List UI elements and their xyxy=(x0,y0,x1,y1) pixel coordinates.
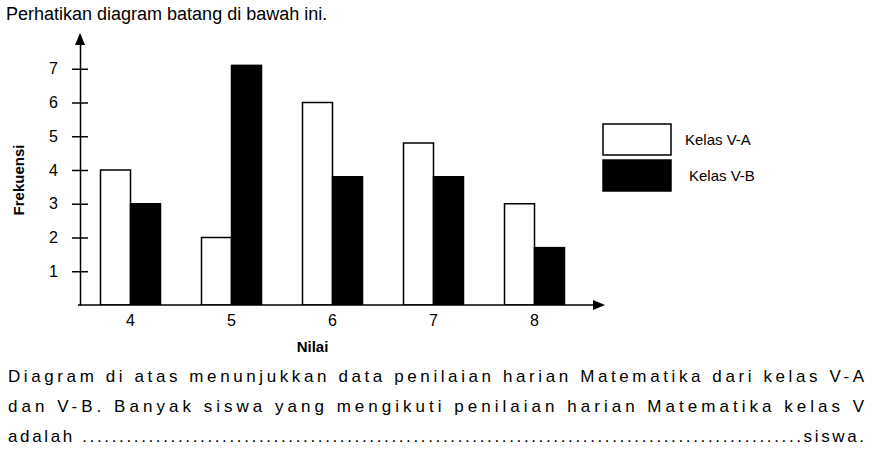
y-tick-label: 6 xyxy=(49,94,58,111)
y-tick: 5 xyxy=(49,128,88,145)
y-tick-mark xyxy=(72,271,88,273)
x-tick-label: 4 xyxy=(126,312,135,329)
bar xyxy=(303,103,333,306)
legend-label: Kelas V-B xyxy=(689,167,755,184)
x-tick-label: 8 xyxy=(530,312,539,329)
y-tick-label: 1 xyxy=(49,263,58,280)
question-text: adalah .................................… xyxy=(8,427,864,446)
x-tick: 8 xyxy=(530,305,539,329)
y-axis-title: Frekuensi xyxy=(10,145,27,216)
bar xyxy=(232,65,262,305)
x-tick: 5 xyxy=(227,305,236,329)
y-tick: 4 xyxy=(49,162,88,179)
y-tick-mark xyxy=(72,136,88,138)
y-tick: 1 xyxy=(49,263,88,280)
y-tick-mark xyxy=(72,69,88,71)
bar xyxy=(202,238,232,306)
x-tick: 7 xyxy=(429,305,438,329)
y-axis-arrow xyxy=(75,33,85,45)
y-tick-mark xyxy=(72,102,88,104)
x-axis-title: Nilai xyxy=(297,338,329,355)
chart: Perhatikan diagram batang di bawah ini. 1… xyxy=(0,0,872,454)
y-tick: 3 xyxy=(49,195,88,212)
y-axis: 1 2 3 4 5 6 7 xyxy=(49,36,88,306)
question-text: Diagram di atas menunjukkan data penilai… xyxy=(8,367,865,386)
y-tick: 7 xyxy=(49,60,88,77)
x-tick-label: 7 xyxy=(429,312,438,329)
y-tick: 6 xyxy=(49,94,88,111)
bar xyxy=(333,177,363,305)
y-tick: 2 xyxy=(49,229,88,246)
bar xyxy=(101,170,131,305)
y-tick-mark xyxy=(72,170,88,172)
legend-swatch xyxy=(603,124,671,155)
y-tick-label: 5 xyxy=(49,128,58,145)
y-tick-mark xyxy=(72,204,88,206)
x-tick: 6 xyxy=(328,305,337,329)
x-axis-arrow xyxy=(593,300,605,310)
x-tick-label: 5 xyxy=(227,312,236,329)
bar xyxy=(505,204,535,305)
legend-swatch xyxy=(603,160,671,191)
x-axis-line xyxy=(78,304,597,306)
y-tick-label: 7 xyxy=(49,60,58,77)
bar xyxy=(434,177,464,305)
legend: Kelas V-A Kelas V-B xyxy=(603,124,755,191)
title: Perhatikan diagram batang di bawah ini. xyxy=(6,4,327,24)
bar xyxy=(131,204,161,305)
y-tick-label: 4 xyxy=(49,162,58,179)
y-tick-label: 2 xyxy=(49,229,58,246)
x-tick: 4 xyxy=(126,305,135,329)
bars xyxy=(101,65,565,305)
question-text: dan V-B. Banyak siswa yang mengikuti pen… xyxy=(8,397,865,416)
bar xyxy=(535,248,565,305)
legend-label: Kelas V-A xyxy=(685,131,751,148)
y-tick-mark xyxy=(72,237,88,239)
x-axis: 4 5 6 7 8 xyxy=(78,305,597,329)
y-tick-label: 3 xyxy=(49,195,58,212)
x-tick-label: 6 xyxy=(328,312,337,329)
bar xyxy=(404,143,434,305)
